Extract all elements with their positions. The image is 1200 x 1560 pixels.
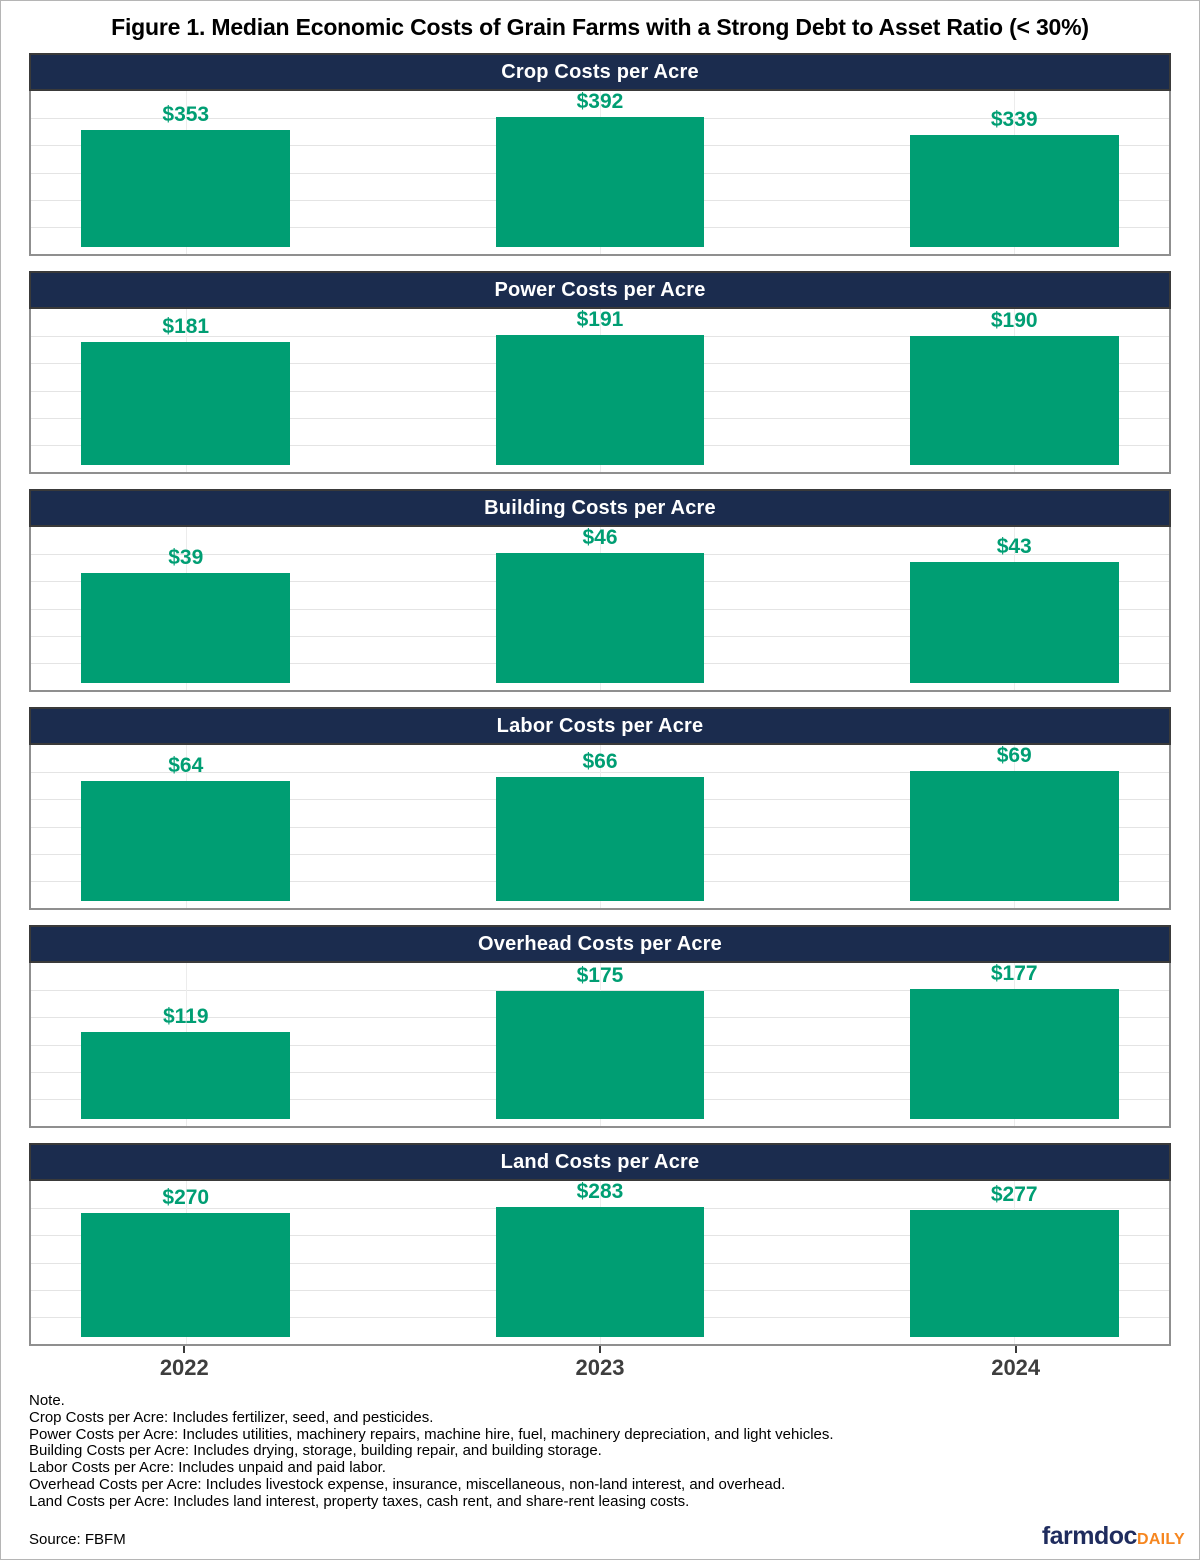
bar-value-label: $270 [162, 1186, 210, 1210]
bar-value-label: $39 [168, 545, 204, 569]
panel-overhead-costs-per-acre: Overhead Costs per Acre $119 $175 $177 [29, 925, 1171, 1128]
bar-value-label: $64 [168, 753, 204, 777]
bar-value-label: $119 [162, 1004, 209, 1028]
bar-value-label: $175 [576, 963, 624, 987]
bar-2022 [81, 1031, 291, 1120]
panel-labor-costs-per-acre: Labor Costs per Acre $64 $66 $69 [29, 707, 1171, 910]
bar-2023 [495, 335, 705, 466]
bar-value-label: $69 [996, 745, 1032, 768]
bar-2024 [909, 134, 1119, 248]
figure-title: Figure 1. Median Economic Costs of Grain… [111, 14, 1089, 40]
x-axis-label-2022: 2022 [159, 1355, 209, 1380]
panel-crop-costs-per-acre: Crop Costs per Acre $353 $392 $339 [29, 53, 1171, 256]
note-line: Land Costs per Acre: Includes land inter… [29, 1492, 690, 1510]
bar-2022 [81, 341, 291, 466]
bar-value-label: $190 [990, 309, 1038, 332]
bar-2022 [81, 780, 291, 902]
note-line: Building Costs per Acre: Includes drying… [29, 1442, 602, 1460]
bar-2024 [909, 1209, 1119, 1338]
bar-value-label: $177 [990, 963, 1038, 986]
x-axis-label-2023: 2023 [575, 1355, 625, 1380]
bar-2023 [495, 776, 705, 902]
x-axis-label-2024: 2024 [991, 1355, 1041, 1380]
plot-area: $353 $392 $339 [29, 91, 1171, 256]
note-line: Overhead Costs per Acre: Includes livest… [29, 1475, 786, 1493]
bar-value-label: $392 [576, 91, 624, 114]
x-axis-tick [1014, 1346, 1017, 1353]
chart-panels: Crop Costs per Acre $353 $392 $339 Power Cos… [29, 53, 1171, 1346]
panel-title: Crop Costs per Acre [29, 53, 1171, 91]
bar-value-label: $277 [990, 1182, 1038, 1206]
panel-title: Land Costs per Acre [29, 1143, 1171, 1181]
x-axis-tick [599, 1346, 601, 1353]
plot-area: $64 $66 $69 [29, 745, 1171, 910]
logo-daily-text: DAILY [1136, 1531, 1185, 1548]
bar-2022 [81, 1213, 291, 1338]
panel-title: Labor Costs per Acre [29, 707, 1171, 745]
bar-2023 [495, 990, 705, 1120]
bar-value-label: $181 [162, 314, 210, 338]
farmdoc-daily-logo: farmdocDAILY [1042, 1522, 1185, 1551]
source-text: Source: FBFM [29, 1531, 126, 1548]
bar-value-label: $339 [990, 107, 1038, 131]
note-line: Crop Costs per Acre: Includes fertilizer… [29, 1408, 434, 1426]
bar-2024 [909, 989, 1119, 1120]
note-heading: Note. [29, 1392, 65, 1409]
bar-2024 [909, 335, 1119, 466]
bar-2023 [495, 1207, 705, 1338]
panel-building-costs-per-acre: Building Costs per Acre $39 $46 $43 [29, 489, 1171, 692]
note-line: Power Costs per Acre: Includes utilities… [29, 1425, 834, 1443]
plot-area: $119 $175 $177 [29, 963, 1171, 1128]
note-line: Labor Costs per Acre: Includes unpaid an… [29, 1459, 386, 1477]
panel-land-costs-per-acre: Land Costs per Acre $270 $283 $277 [29, 1143, 1171, 1346]
panel-title: Building Costs per Acre [29, 489, 1171, 527]
panel-power-costs-per-acre: Power Costs per Acre $181 $191 $190 [29, 271, 1171, 474]
plot-area: $181 $191 $190 [29, 309, 1171, 474]
plot-area: $270 $283 $277 [29, 1181, 1171, 1346]
logo-farmdoc-text: farmdoc [1041, 1522, 1138, 1550]
x-axis-tick [183, 1346, 186, 1353]
bar-value-label: $283 [576, 1181, 624, 1204]
bar-2024 [909, 561, 1119, 684]
bar-2024 [909, 771, 1119, 902]
plot-area: $39 $46 $43 [29, 527, 1171, 692]
source-row: Source: FBFM farmdocDAILY [29, 1522, 1185, 1551]
panel-title: Power Costs per Acre [29, 271, 1171, 309]
bar-value-label: $66 [582, 749, 618, 773]
notes-block: Note. Crop Costs per Acre: Includes fert… [29, 1392, 1171, 1511]
bar-value-label: $43 [996, 534, 1032, 558]
bar-2022 [81, 572, 291, 684]
bar-value-label: $191 [576, 309, 624, 332]
bar-2023 [495, 117, 705, 248]
bar-value-label: $353 [162, 103, 210, 127]
panel-title: Overhead Costs per Acre [29, 925, 1171, 963]
bar-value-label: $46 [582, 527, 618, 550]
note-lines: Crop Costs per Acre: Includes fertilizer… [29, 1408, 1171, 1511]
x-axis: 2022 2023 2024 [29, 1346, 1171, 1393]
bar-2023 [495, 553, 705, 684]
bar-2022 [81, 130, 291, 248]
